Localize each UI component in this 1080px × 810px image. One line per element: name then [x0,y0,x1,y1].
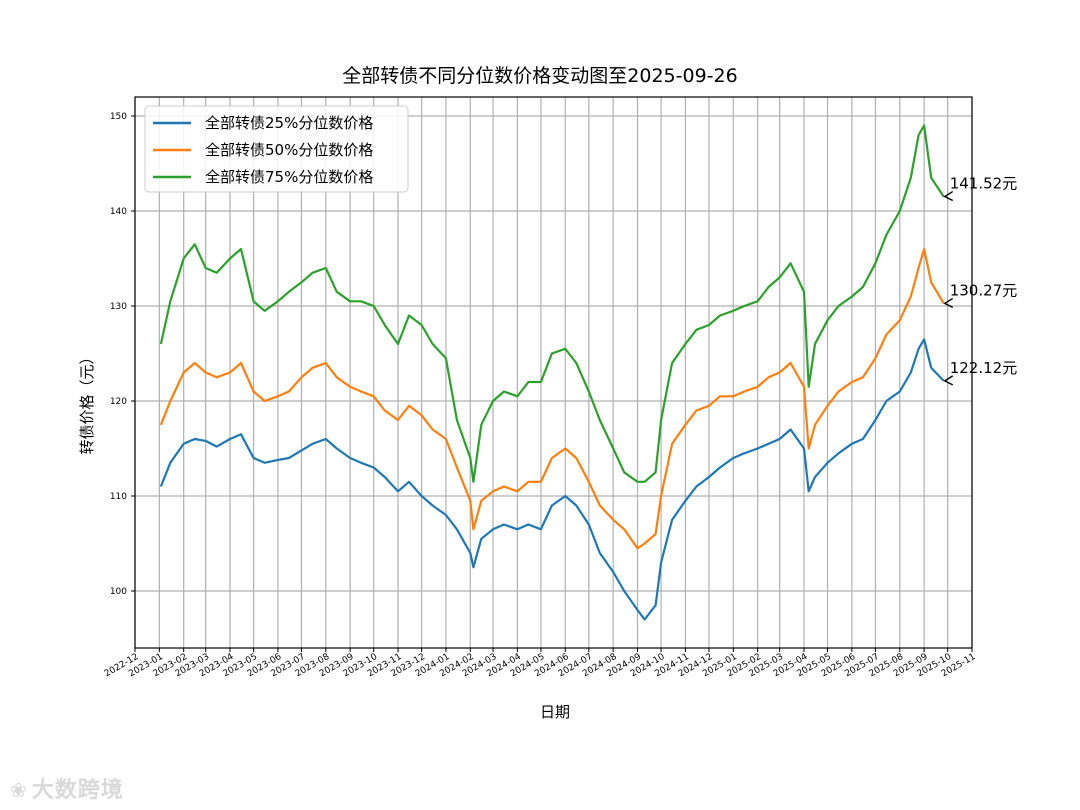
series-line-2 [159,247,945,550]
annotation-arrow [943,190,954,202]
watermark: ❀ 大数跨境 [10,772,124,804]
y-axis-label: 转债价格（元） [78,349,96,454]
watermark-text: 大数跨境 [31,778,124,803]
series-line-1 [159,338,945,621]
annotation-arrow [943,297,954,309]
y-tick-label: 140 [110,207,127,217]
y-tick-label: 150 [110,112,127,122]
plot-frame [134,96,973,649]
chart-title: 全部转债不同分位数价格变动图至2025-09-26 [342,65,737,87]
end-annotations: 122.12元 130.27元 141.52元 [943,175,1018,386]
end-value-label: 130.27元 [950,281,1018,299]
y-axis-ticks: 100 110 120 130 140 150 [110,112,135,597]
legend-box [144,105,409,193]
y-tick-label: 110 [110,492,127,502]
y-tick-label: 100 [110,587,127,597]
x-axis-label: 日期 [540,703,570,721]
end-value-label: 122.12元 [950,359,1018,377]
y-tick-label: 130 [110,302,127,312]
legend-label: 全部转债75%分位数价格 [205,168,373,186]
paw-icon: ❀ [10,778,28,802]
series-line-3 [159,124,945,483]
legend-label: 全部转债50%分位数价格 [205,141,373,159]
x-axis-ticks: 2022-122023-012023-022023-032023-042023-… [103,648,978,679]
series-lines [159,124,945,621]
legend-label: 全部转债25%分位数价格 [205,114,373,132]
y-tick-label: 120 [110,397,127,407]
annotation-arrow [943,375,954,386]
end-value-label: 141.52元 [950,175,1018,193]
